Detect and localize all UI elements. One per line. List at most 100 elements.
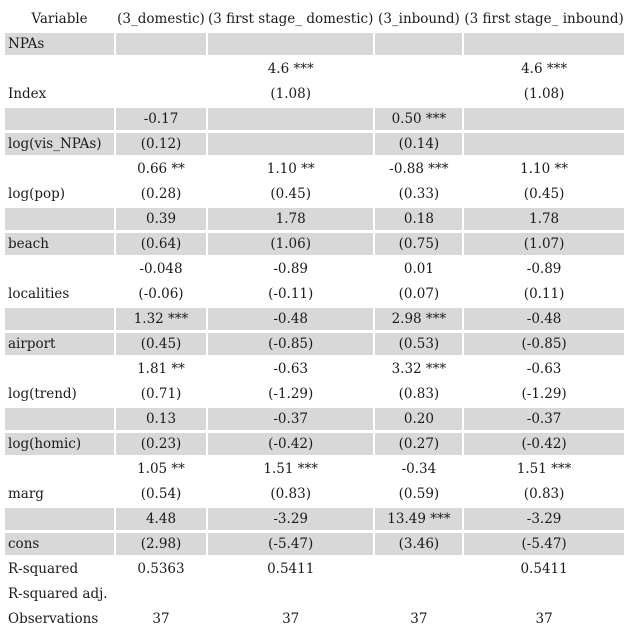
table-cell-col-3-domestic: 0.13 (116, 408, 206, 430)
table-cell-col-3-domestic: (0.64) (116, 233, 206, 255)
row-label: log(vis_NPAs) (5, 133, 114, 155)
row-label (5, 158, 114, 180)
table-cell-col-3-inbound: 0.18 (375, 208, 463, 230)
table-cell-col-3-inbound: (0.83) (398, 386, 440, 402)
table-row: cons (2.98) (-5.47) (3.46) (-5.47) (5, 533, 624, 555)
table-cell-col-3-inbound (375, 583, 462, 605)
row-label: log(pop) (8, 186, 66, 202)
table-cell-col-3-first-stage-inbound (464, 583, 623, 605)
row-label: cons (5, 533, 114, 555)
table-cell-col-3-domestic: 4.48 (116, 508, 206, 530)
table-cell-col-3-inbound: (0.59) (398, 486, 440, 502)
table-row: localities (-0.06) (-0.11) (0.07) (0.11) (5, 283, 624, 305)
row-label (5, 408, 114, 430)
row-label: log(homic) (5, 433, 114, 455)
table-cell-col-3-first-stage-inbound: (0.11) (523, 286, 565, 302)
row-label: beach (5, 233, 114, 255)
table-row: R-squared adj. (5, 583, 624, 605)
table-row: 0.13 -0.37 0.20 -0.37 (5, 408, 624, 430)
table-cell-col-3-first-stage-domestic: 1.78 (208, 208, 374, 230)
table-cell-col-3-inbound: -0.88 *** (389, 161, 449, 177)
table-cell-col-3-first-stage-domestic: 37 (282, 611, 300, 627)
table-cell-col-3-inbound: 13.49 *** (375, 508, 463, 530)
header-col-3-inbound: (3_inbound) (378, 11, 460, 27)
row-label: Index (8, 86, 47, 102)
header-variable: Variable (31, 11, 88, 27)
table-cell-col-3-first-stage-inbound: -0.37 (464, 408, 624, 430)
row-label: R-squared adj. (8, 586, 108, 602)
table-cell-col-3-inbound: (0.53) (375, 333, 463, 355)
table-cell-col-3-domestic: (0.12) (116, 133, 206, 155)
table-row: 4.48 -3.29 13.49 *** -3.29 (5, 508, 624, 530)
table-cell-col-3-first-stage-inbound: -0.48 (464, 308, 624, 330)
table-cell-col-3-domestic: (0.71) (140, 386, 182, 402)
table-row: NPAs (5, 33, 624, 55)
table-cell-col-3-first-stage-domestic: (-5.47) (208, 533, 374, 555)
header-col-3-first-stage-inbound: (3 first stage_ inbound) (464, 11, 624, 27)
table-cell-col-3-first-stage-domestic: -0.63 (273, 361, 308, 377)
table-cell-col-3-domestic (116, 58, 206, 80)
table-cell-col-3-inbound (375, 58, 462, 80)
table-cell-col-3-domestic: (0.28) (140, 186, 182, 202)
table-row: -0.048 -0.89 0.01 -0.89 (5, 258, 624, 280)
table-cell-col-3-domestic (116, 83, 206, 105)
row-label (5, 358, 114, 380)
table-cell-col-3-domestic (116, 583, 206, 605)
table-cell-col-3-domestic: 1.81 ** (137, 361, 185, 377)
table-row: marg (0.54) (0.83) (0.59) (0.83) (5, 483, 624, 505)
table-cell-col-3-domestic: 0.39 (116, 208, 206, 230)
table-cell-col-3-first-stage-inbound: (1.08) (523, 86, 565, 102)
row-label (5, 508, 114, 530)
row-label (5, 208, 114, 230)
header-col-3-domestic: (3_domestic) (117, 11, 205, 27)
table-cell-col-3-first-stage-domestic: (-0.42) (208, 433, 374, 455)
table-cell-col-3-domestic: (2.98) (116, 533, 206, 555)
table-row: 1.32 *** -0.48 2.98 *** -0.48 (5, 308, 624, 330)
table-cell-col-3-first-stage-inbound: 4.6 *** (521, 61, 568, 77)
table-cell-col-3-first-stage-inbound: 1.78 (464, 208, 624, 230)
table-row: 4.6 *** 4.6 *** (5, 58, 624, 80)
table-cell-col-3-first-stage-inbound: -3.29 (464, 508, 624, 530)
table-cell-col-3-first-stage-inbound (464, 108, 624, 130)
table-cell-col-3-domestic: (-0.06) (138, 286, 184, 302)
table-cell-col-3-first-stage-domestic: -0.37 (208, 408, 374, 430)
table-cell-col-3-domestic: (0.54) (140, 486, 182, 502)
table-cell-col-3-first-stage-inbound: 1.10 ** (520, 161, 569, 177)
table-row: -0.17 0.50 *** (5, 108, 624, 130)
table-row: Index (1.08) (1.08) (5, 83, 624, 105)
table-cell-col-3-first-stage-domestic: 1.51 *** (263, 461, 318, 477)
table-cell-col-3-first-stage-inbound: (-0.42) (464, 433, 624, 455)
table-row: log(vis_NPAs) (0.12) (0.14) (5, 133, 624, 155)
table-cell-col-3-first-stage-inbound: 0.5411 (520, 561, 568, 577)
table-cell-col-3-inbound: 37 (410, 611, 428, 627)
table-cell-col-3-domestic: (0.45) (116, 333, 206, 355)
table-cell-col-3-domestic: 1.05 ** (137, 461, 185, 477)
regression-table-body: Variable (3_domestic) (3 first stage_ dome… (5, 8, 624, 630)
table-cell-col-3-domestic: (0.23) (116, 433, 206, 455)
table-cell-col-3-first-stage-domestic: 4.6 *** (267, 61, 314, 77)
table-cell-col-3-domestic: 1.32 *** (116, 308, 206, 330)
table-cell-col-3-first-stage-inbound: -0.89 (526, 261, 562, 277)
table-cell-col-3-first-stage-domestic (208, 33, 374, 55)
table-cell-col-3-first-stage-inbound (464, 133, 624, 155)
table-cell-col-3-first-stage-domestic: -3.29 (208, 508, 374, 530)
table-cell-col-3-domestic: -0.048 (139, 261, 183, 277)
table-cell-col-3-domestic: -0.17 (116, 108, 206, 130)
table-cell-col-3-first-stage-domestic: (0.83) (270, 486, 311, 502)
row-label (5, 58, 114, 80)
row-label: R-squared (8, 561, 79, 577)
regression-table-container: Variable (3_domestic) (3 first stage_ dome… (3, 5, 626, 633)
table-cell-col-3-first-stage-inbound: (0.45) (523, 186, 565, 202)
header-row: Variable (3_domestic) (3 first stage_ dome… (5, 8, 624, 30)
row-label: localities (8, 286, 70, 302)
table-row: log(trend) (0.71) (-1.29) (0.83) (-1.29) (5, 383, 624, 405)
table-cell-col-3-first-stage-domestic: (-0.11) (268, 286, 314, 302)
table-row: log(pop) (0.28) (0.45) (0.33) (0.45) (5, 183, 624, 205)
row-label (5, 258, 114, 280)
table-cell-col-3-inbound: (0.33) (398, 186, 440, 202)
table-cell-col-3-first-stage-inbound: -0.63 (526, 361, 562, 377)
table-row: 0.39 1.78 0.18 1.78 (5, 208, 624, 230)
table-cell-col-3-inbound (375, 33, 463, 55)
row-label: marg (8, 486, 44, 502)
table-cell-col-3-inbound (375, 558, 462, 580)
